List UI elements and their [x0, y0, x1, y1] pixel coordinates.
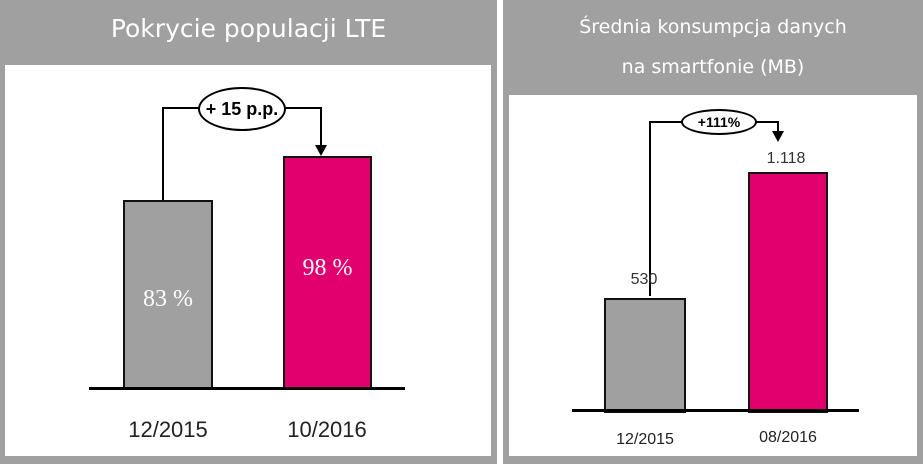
change-badge: + 15 p.p.: [198, 87, 286, 131]
arrow-down-icon: [315, 145, 327, 156]
connector-line: [777, 121, 779, 133]
x-tick-label: 12/2015: [128, 417, 208, 442]
lte-coverage-panel: Pokrycie populacji LTE + 15 p.p. 83 % 98…: [0, 0, 497, 464]
chart-area: + 15 p.p. 83 % 98 % 12/2015 10/2016: [5, 65, 491, 456]
x-tick-label: 08/2016: [759, 429, 817, 446]
data-consumption-panel: Średnia konsumpcja danych na smartfonie …: [503, 0, 923, 464]
bar-value-label: 1.118: [766, 150, 806, 167]
bar-value-label: 83 %: [143, 286, 193, 312]
bar-12-2015: [604, 298, 686, 413]
connector-line: [649, 121, 651, 296]
panel-title-line1: Średnia konsumpcja danych: [579, 16, 847, 38]
x-tick-label: 12/2015: [616, 431, 674, 448]
connector-line: [162, 107, 164, 202]
bar-10-2016: 98 %: [283, 156, 372, 390]
bar-12-2015: 83 %: [123, 200, 213, 390]
x-axis: [572, 409, 859, 412]
x-axis: [89, 387, 405, 390]
change-badge: +111%: [681, 109, 757, 135]
x-tick-label: 10/2016: [287, 417, 367, 442]
bar-08-2016: [748, 172, 828, 413]
bar-value-label: 530: [630, 271, 658, 288]
panel-title-line2: na smartfonie (MB): [621, 56, 805, 78]
panel-title: Pokrycie populacji LTE: [110, 14, 387, 43]
arrow-down-icon: [772, 131, 784, 142]
bar-value-label: 98 %: [302, 255, 353, 281]
chart-area: +111% 530 1.118 12/2015 08/2016: [509, 95, 917, 456]
connector-line: [320, 107, 322, 147]
